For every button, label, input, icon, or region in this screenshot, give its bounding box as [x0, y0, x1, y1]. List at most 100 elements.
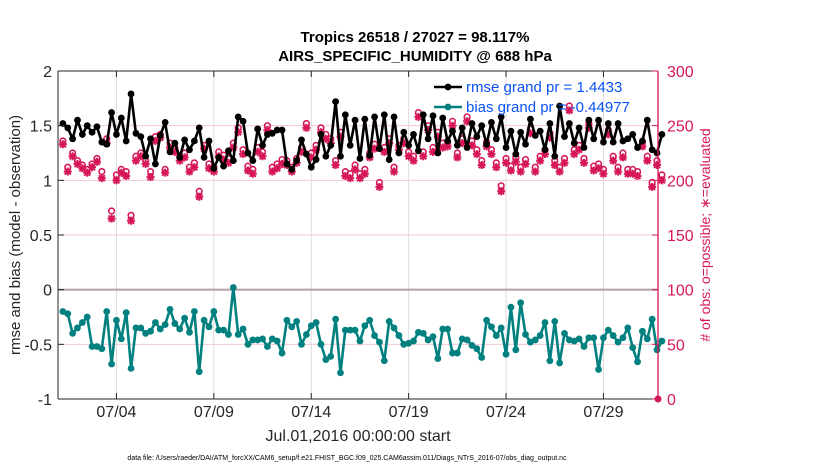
- rmse-point: [278, 126, 286, 134]
- obs-evaluated-marker: [88, 163, 97, 172]
- obs-evaluated-marker: [127, 216, 136, 225]
- bias-point: [307, 322, 315, 330]
- bias-point: [453, 349, 461, 357]
- rmse-point: [356, 155, 364, 162]
- rmse-point: [371, 113, 378, 121]
- bias-point: [103, 308, 111, 315]
- rmse-point: [380, 111, 388, 119]
- y-tick-label-left: 2: [43, 64, 52, 81]
- rmse-point: [536, 127, 544, 135]
- rmse-point: [488, 118, 495, 126]
- bias-point: [376, 338, 383, 346]
- rmse-point: [527, 115, 534, 123]
- rmse-point: [449, 127, 456, 135]
- rmse-point: [186, 146, 193, 154]
- rmse-point: [166, 148, 174, 156]
- bias-point: [113, 316, 120, 324]
- bias-point: [74, 324, 81, 332]
- bias-point: [346, 326, 354, 334]
- obs-evaluated-marker: [375, 182, 384, 191]
- rmse-point: [234, 113, 242, 121]
- rmse-point: [307, 163, 315, 171]
- bias-point: [356, 337, 364, 345]
- rmse-point: [244, 149, 252, 157]
- obs-evaluated-marker: [258, 152, 267, 161]
- bias-point: [434, 355, 442, 362]
- bias-point: [273, 337, 281, 345]
- bias-point: [380, 357, 388, 365]
- legend-bias-marker: [444, 103, 452, 111]
- bias-point: [117, 335, 125, 343]
- y-tick-label-right: 250: [667, 119, 694, 136]
- rmse-point: [152, 160, 159, 168]
- bias-point: [176, 325, 184, 333]
- bias-point: [648, 315, 656, 323]
- rmse-point: [288, 166, 296, 173]
- rmse-point: [239, 117, 247, 125]
- bias-point: [507, 303, 515, 311]
- chart-title-line-2: AIRS_SPECIFIC_HUMIDITY @ 688 hPa: [278, 48, 552, 65]
- obs-evaluated-marker: [565, 106, 574, 115]
- rmse-point: [341, 111, 349, 119]
- rmse-point: [629, 131, 637, 138]
- obs-evaluated-marker: [122, 171, 131, 180]
- bias-point: [147, 327, 154, 335]
- bias-point: [468, 342, 476, 349]
- bias-point: [225, 331, 232, 338]
- rmse-point: [351, 116, 359, 124]
- bias-point: [171, 320, 179, 327]
- rmse-point: [639, 137, 646, 145]
- obs-evaluated-marker: [618, 153, 627, 162]
- obs-evaluated-marker: [550, 161, 559, 170]
- bias-point: [210, 308, 218, 315]
- bias-point: [551, 317, 559, 325]
- rmse-point: [458, 124, 466, 132]
- bias-point: [609, 332, 617, 339]
- rmse-point: [531, 132, 539, 139]
- obs-evaluated-marker: [302, 123, 311, 132]
- x-tick-label: 07/14: [291, 404, 331, 421]
- rmse-point: [268, 129, 276, 137]
- bias-point: [127, 364, 135, 372]
- rmse-point: [473, 133, 481, 141]
- bias-point: [298, 340, 305, 348]
- bias-point: [351, 326, 359, 334]
- y-tick-label-right: 200: [667, 173, 694, 190]
- rmse-point: [561, 133, 568, 141]
- bias-point: [600, 334, 607, 342]
- obs-possible-marker: [107, 207, 116, 215]
- bias-point: [522, 331, 529, 338]
- rmse-point: [648, 146, 656, 154]
- obs-evaluated-marker: [477, 161, 486, 170]
- rmse-point: [658, 131, 666, 138]
- bias-point: [220, 326, 227, 334]
- bias-point: [371, 332, 378, 339]
- rmse-point: [322, 152, 330, 160]
- obs-evaluated-marker: [107, 214, 116, 223]
- bias-point: [249, 336, 257, 344]
- bias-point: [624, 324, 632, 332]
- obs-evaluated-marker: [506, 166, 515, 175]
- bias-series: [59, 284, 666, 377]
- rmse-point: [434, 149, 442, 157]
- rmse-point: [337, 152, 344, 160]
- rmse-point: [395, 149, 403, 157]
- rmse-point: [88, 128, 96, 136]
- rmse-point: [497, 113, 505, 121]
- bias-point: [488, 323, 495, 331]
- rmse-point: [215, 153, 223, 161]
- obs-evaluated-marker: [409, 156, 418, 165]
- y-axis-label-right: # of obs: o=possible; ∗=evaluated: [697, 128, 713, 341]
- obs-evaluated-marker: [248, 169, 257, 178]
- bias-point: [556, 359, 564, 367]
- bias-point: [419, 330, 427, 337]
- rmse-point: [78, 131, 86, 138]
- y-tick-label-right: 0: [667, 392, 676, 409]
- obs-evaluated-marker: [614, 167, 623, 176]
- rmse-point: [429, 112, 437, 120]
- rmse-point: [132, 129, 140, 137]
- rmse-point: [439, 114, 447, 122]
- bias-point: [64, 310, 72, 318]
- obs-evaluated-marker: [633, 171, 642, 180]
- obs-evaluated-marker: [360, 169, 369, 178]
